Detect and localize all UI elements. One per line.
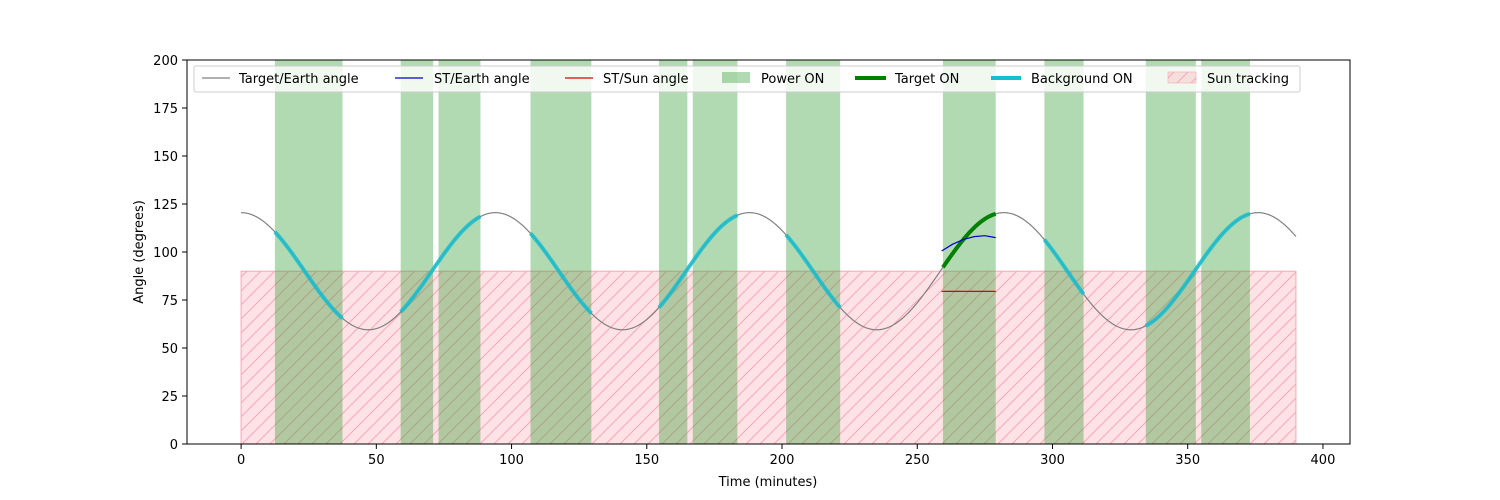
background-on-segment-2 bbox=[399, 214, 482, 314]
legend-item-target-on: Target ON bbox=[855, 72, 959, 87]
x-tick-label: 200 bbox=[770, 453, 795, 468]
background-on-segment-6 bbox=[1042, 238, 1086, 296]
x-tick-label: 50 bbox=[368, 453, 385, 468]
x-tick-label: 350 bbox=[1175, 453, 1200, 468]
x-tick-label: 150 bbox=[634, 453, 659, 468]
legend-label-st-sun: ST/Sun angle bbox=[603, 72, 689, 87]
y-tick-label: 25 bbox=[161, 390, 178, 405]
y-tick-label: 100 bbox=[153, 246, 178, 261]
x-tick-label: 250 bbox=[905, 453, 930, 468]
legend-item-target-earth: Target/Earth angle bbox=[202, 72, 359, 87]
power-on-band-7 bbox=[786, 60, 841, 444]
power-on-band-4 bbox=[530, 60, 592, 444]
sun-tracking-hatch bbox=[241, 271, 1296, 444]
y-tick-label: 125 bbox=[153, 198, 178, 213]
legend-item-st-earth: ST/Earth angle bbox=[395, 72, 530, 87]
power-on-band-9 bbox=[1044, 60, 1084, 444]
legend-frame bbox=[193, 65, 1301, 93]
legend-item-sun-tracking: Sun tracking bbox=[1167, 71, 1289, 87]
y-tick-label: 0 bbox=[170, 438, 178, 453]
x-axis-label: Time (minutes) bbox=[718, 475, 818, 490]
power-on-band-8 bbox=[942, 60, 996, 444]
series-lines bbox=[241, 211, 1297, 331]
y-tick-label: 175 bbox=[153, 102, 178, 117]
y-tick-label: 50 bbox=[161, 342, 178, 357]
st-earth-line bbox=[941, 235, 996, 252]
plot-area bbox=[240, 60, 1297, 444]
power-on-band-10 bbox=[1145, 60, 1196, 444]
legend-swatch-power-on bbox=[722, 72, 750, 83]
y-tick-label: 150 bbox=[153, 150, 178, 165]
power-on-band-2 bbox=[400, 60, 434, 444]
legend-item-power-on: Power ON bbox=[722, 72, 824, 87]
y-tick-label: 75 bbox=[161, 294, 178, 309]
y-axis-label: Angle (degrees) bbox=[132, 200, 147, 304]
x-tick-label: 0 bbox=[237, 453, 245, 468]
legend-label-power-on: Power ON bbox=[761, 72, 824, 87]
sun-tracking-region bbox=[240, 270, 1297, 444]
x-axis: 0 50 100 150 200 250 300 350 400 bbox=[237, 444, 1335, 468]
legend-label-target-earth: Target/Earth angle bbox=[238, 72, 359, 87]
legend-label-st-earth: ST/Earth angle bbox=[434, 72, 530, 87]
x-tick-label: 400 bbox=[1311, 453, 1336, 468]
power-on-band-1 bbox=[274, 60, 343, 444]
legend: Target/Earth angle ST/Earth angle ST/Sun… bbox=[193, 65, 1301, 93]
background-on-segment-5 bbox=[784, 233, 842, 309]
background-on-segment-1 bbox=[273, 230, 344, 320]
legend-item-background-on: Background ON bbox=[991, 72, 1133, 87]
power-on-band-5 bbox=[658, 60, 688, 444]
background-on-segment-3 bbox=[528, 232, 593, 315]
x-tick-label: 300 bbox=[1040, 453, 1065, 468]
legend-item-st-sun: ST/Sun angle bbox=[565, 72, 689, 87]
x-tick-label: 100 bbox=[499, 453, 524, 468]
legend-label-background-on: Background ON bbox=[1031, 72, 1133, 87]
background-on-segment-4 bbox=[657, 213, 739, 309]
background-on-segment-7 bbox=[1144, 211, 1251, 328]
legend-label-sun-tracking: Sun tracking bbox=[1207, 72, 1289, 87]
target-on-segment-1 bbox=[941, 211, 997, 269]
y-tick-label: 200 bbox=[153, 54, 178, 69]
y-axis: 0 25 50 75 100 125 150 175 200 bbox=[153, 54, 187, 453]
power-on-bands bbox=[274, 60, 1250, 444]
legend-label-target-on: Target ON bbox=[894, 72, 959, 87]
legend-swatch-sun-tracking-hatch bbox=[1168, 72, 1196, 83]
